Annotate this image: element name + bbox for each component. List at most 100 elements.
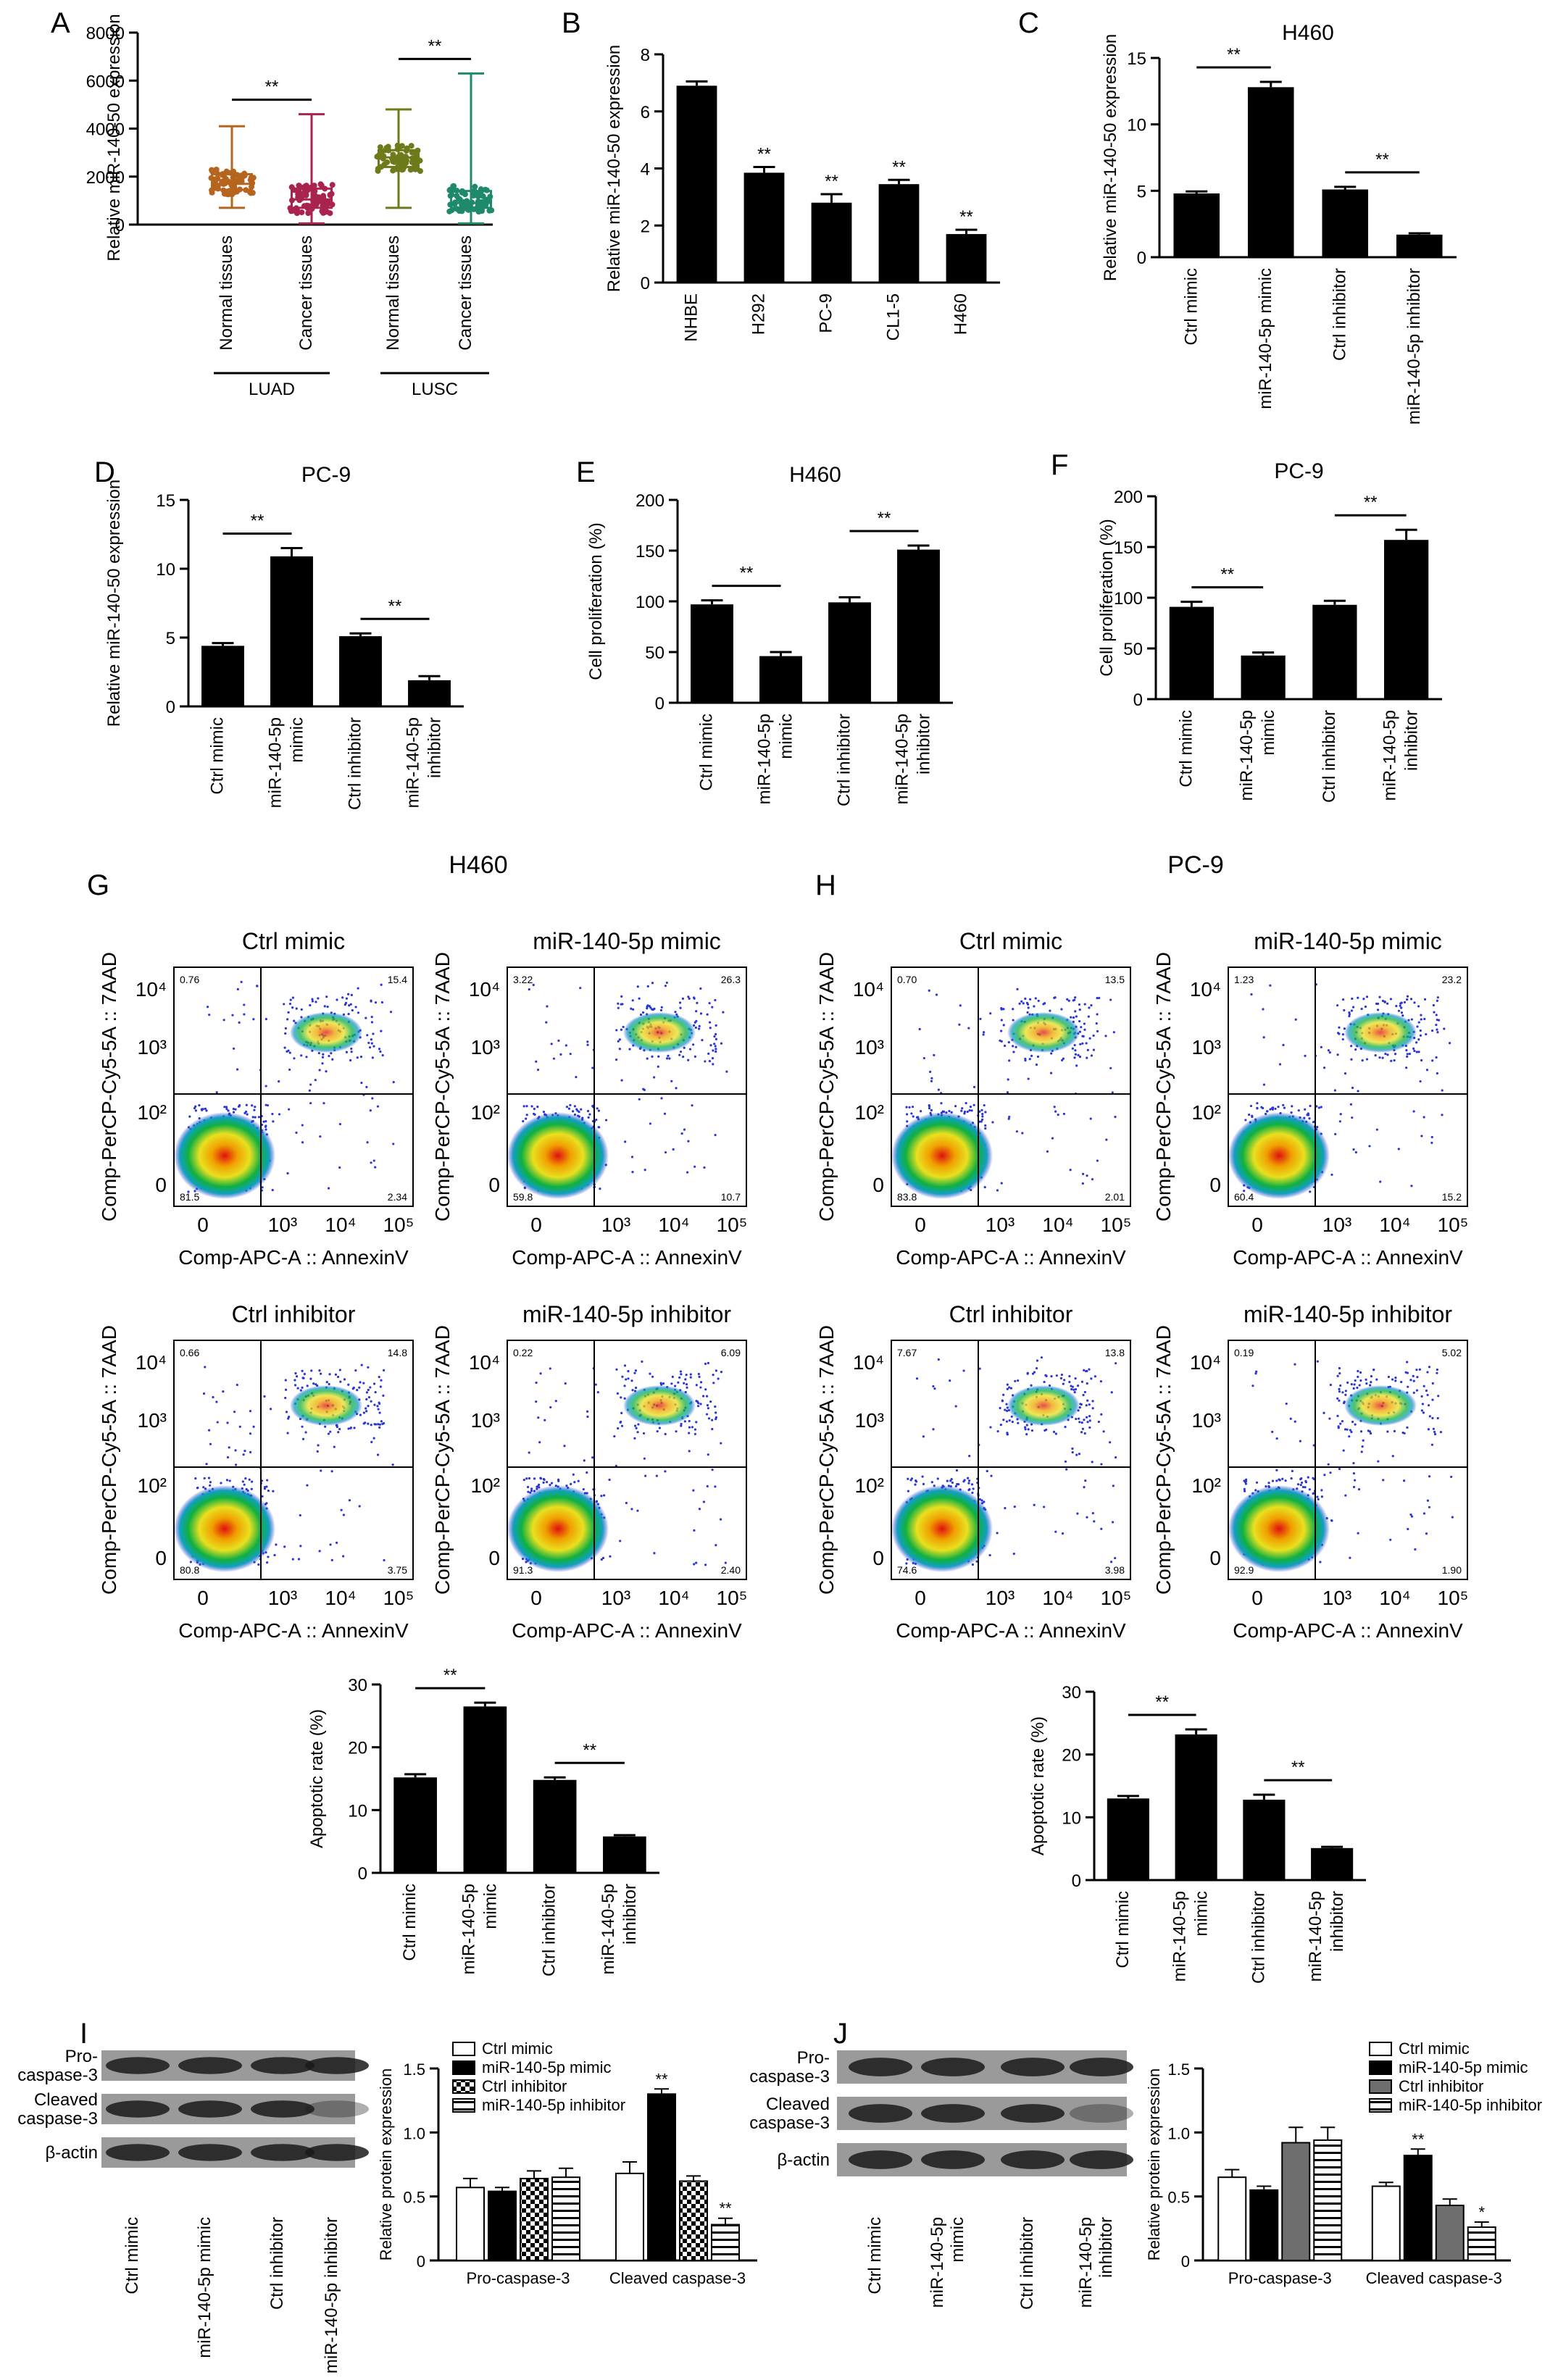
flow-event: [309, 1377, 312, 1380]
bar: [1435, 2205, 1465, 2262]
flow-event: [377, 1423, 380, 1426]
blot-band: [305, 2144, 369, 2161]
flow-event: [1406, 1055, 1409, 1058]
flow-event: [1099, 1379, 1102, 1383]
blot-row-label: caspase-3: [17, 2109, 98, 2129]
flow-event: [1422, 1512, 1426, 1515]
flow-density-core: [174, 1112, 275, 1199]
flow-event: [1055, 1374, 1058, 1377]
flow-event: [1368, 1145, 1371, 1148]
flow-event: [1443, 1027, 1446, 1030]
significance-label: **: [1227, 45, 1241, 64]
flow-event: [1083, 1022, 1086, 1025]
y-tick-label: 6: [641, 103, 650, 122]
flow-event: [1088, 1403, 1091, 1406]
flow-event: [999, 1424, 1002, 1427]
flow-event: [310, 1369, 313, 1372]
flow-event: [283, 1003, 286, 1006]
flow-event: [1086, 1048, 1089, 1051]
y-tick-label: 10²: [471, 1101, 500, 1124]
flow-event: [981, 1113, 984, 1116]
blot-band: [921, 2058, 985, 2076]
flow-event: [959, 1004, 962, 1007]
quadrant-value: 60.4: [1234, 1191, 1254, 1203]
flow-event: [316, 1450, 319, 1453]
y-tick-label: 0: [488, 1547, 500, 1569]
flow-event: [1035, 1063, 1038, 1066]
flow-event: [301, 1386, 304, 1389]
flow-event: [1024, 997, 1027, 1001]
significance-label: **: [1220, 565, 1234, 585]
flow-event: [1319, 1561, 1322, 1563]
blot-row-label: β-actin: [778, 2150, 830, 2170]
flow-event: [1000, 1019, 1003, 1022]
flow-event: [1323, 1474, 1326, 1477]
flow-event: [557, 1039, 560, 1042]
flow-event: [591, 1066, 594, 1069]
flow-event: [577, 1479, 580, 1482]
flow-event: [1081, 1182, 1084, 1185]
flow-event: [914, 1483, 917, 1486]
blot-lane-label: miR-140-5p mimic: [195, 2217, 214, 2358]
flow-event: [1014, 1379, 1017, 1382]
flow-density-late: [1344, 1012, 1417, 1053]
significance-label: *: [1478, 2203, 1485, 2221]
flow-event: [1059, 1377, 1063, 1379]
flow-event: [643, 1457, 646, 1460]
flow-event: [1391, 1378, 1394, 1381]
category-label: Ctrl mimic: [208, 717, 228, 795]
flow-event: [288, 1108, 291, 1111]
y-tick-label: 10²: [138, 1474, 167, 1497]
flow-event: [695, 1010, 698, 1013]
flow-event: [317, 997, 320, 1000]
flow-event: [365, 1410, 368, 1413]
flow-event: [1062, 1382, 1065, 1385]
flow-event: [1112, 1485, 1115, 1487]
flow-event: [286, 1432, 289, 1435]
flow-event: [325, 995, 328, 998]
flow-event: [966, 1477, 970, 1479]
flow-event: [1080, 1026, 1083, 1029]
x-tick-label: 10³: [601, 1214, 630, 1236]
flow-event: [680, 1373, 683, 1376]
flow-event: [678, 1001, 682, 1004]
y-axis-label: Comp-PerCP-Cy5-5A :: 7AAD: [815, 952, 838, 1222]
flow-event: [715, 1369, 717, 1372]
flow-event: [713, 1043, 716, 1045]
flow-event: [311, 998, 314, 1001]
significance-label: **: [959, 207, 973, 227]
flow-event: [249, 1410, 252, 1413]
flow-event: [1080, 1421, 1083, 1424]
bar: [393, 1777, 437, 1873]
flow-event: [528, 1477, 531, 1480]
x-tick-label: 10³: [986, 1587, 1015, 1609]
flow-event: [236, 1068, 239, 1071]
flow-event: [933, 1053, 936, 1056]
flow-event: [1338, 1366, 1341, 1370]
flow-event: [1315, 1105, 1318, 1108]
blot-row-label: caspase-3: [17, 2066, 98, 2085]
flow-event: [232, 1108, 235, 1111]
y-tick-label: 10³: [471, 1409, 500, 1432]
bar: [339, 636, 382, 706]
flow-event: [911, 1106, 915, 1108]
flow-event: [1413, 1049, 1416, 1053]
flow-event: [372, 1159, 375, 1162]
flow-event: [954, 1405, 957, 1408]
flow-event: [1070, 1016, 1072, 1019]
flow-event: [970, 1109, 973, 1112]
flow-event: [595, 1119, 598, 1122]
y-tick-label: 0: [166, 698, 175, 717]
x-axis-label: Comp-APC-A :: AnnexinV: [896, 1246, 1126, 1269]
flow-event: [1410, 1515, 1414, 1518]
data-point: [329, 182, 336, 188]
flow-event: [251, 1480, 254, 1483]
quadrant-value: 10.7: [721, 1191, 741, 1203]
flow-event: [693, 996, 696, 999]
flow-event: [1426, 1499, 1430, 1502]
flow-event: [370, 1440, 373, 1444]
flow-event: [238, 1425, 241, 1428]
flow-event: [1071, 1385, 1075, 1388]
x-axis-label: Comp-APC-A :: AnnexinV: [1233, 1246, 1463, 1269]
